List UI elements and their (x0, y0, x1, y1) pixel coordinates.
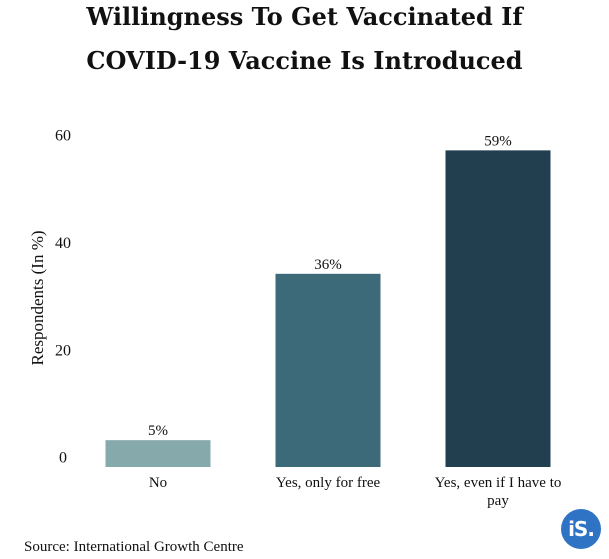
logo-text: iS. (568, 517, 595, 541)
bar (105, 440, 211, 467)
y-tick-label: 60 (55, 128, 71, 145)
y-tick-label: 20 (55, 342, 71, 359)
data-label: 59% (484, 133, 512, 149)
source-note: Source: International Growth Centre (24, 539, 244, 555)
brand-logo: iS. (561, 509, 601, 549)
y-axis-ticks: 0 20 40 60 (55, 128, 71, 467)
chart-title-line-1: Willingness To Get Vaccinated If (86, 2, 523, 31)
data-labels: 5% 36% 59% (148, 133, 512, 439)
category-label: No (149, 475, 167, 491)
y-tick-label: 40 (55, 235, 71, 252)
data-label: 36% (314, 257, 342, 273)
bar (275, 273, 381, 467)
data-label: 5% (148, 423, 168, 439)
category-labels: No Yes, only for free Yes, even if I have … (149, 475, 562, 509)
y-tick-label: 0 (59, 450, 67, 467)
bar (445, 150, 551, 467)
category-label: Yes, even if I have to pay (435, 475, 562, 509)
bars (105, 150, 551, 467)
category-label: Yes, only for free (276, 475, 381, 491)
bar-chart: 0 20 40 60 Respondents (In %) 5% 36% 59% No Ye… (28, 128, 562, 509)
y-axis-label: Respondents (In %) (28, 230, 47, 365)
chart-title-line-2: COVID-19 Vaccine Is Introduced (86, 46, 523, 75)
